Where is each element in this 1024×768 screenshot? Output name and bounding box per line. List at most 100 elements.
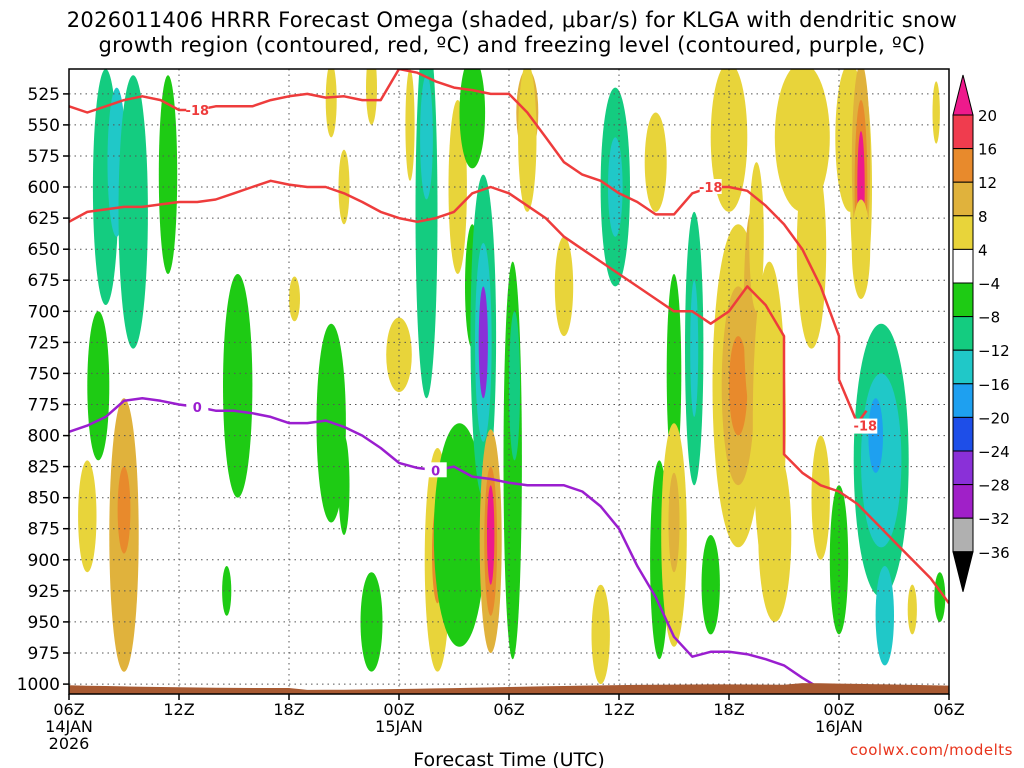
omega-cell-38 (591, 584, 610, 685)
colorbar-label-7: −12 (978, 342, 1010, 360)
y-tick-label-650: 650 (28, 240, 60, 260)
omega-cell-2 (118, 75, 148, 349)
x-tick-label-5: 12Z (603, 700, 634, 719)
omega-cell-45 (668, 472, 680, 573)
credit-link[interactable]: coolwx.com/modelts (850, 741, 1013, 759)
colorbar-swatch-12 (952, 517, 974, 553)
omega-cell-5 (78, 460, 97, 573)
colorbar-label-12: −32 (978, 510, 1010, 528)
omega-cell-70 (875, 566, 894, 666)
colorbar-top-arrow (952, 74, 974, 116)
y-tick-label-950: 950 (28, 613, 60, 633)
colorbar-label-10: −24 (978, 443, 1010, 461)
y-tick-label-1000: 1000 (17, 675, 60, 695)
colorbar-swatch-0 (952, 114, 974, 150)
x-tick-label-8: 06Z (933, 700, 964, 719)
colorbar-swatch-2 (952, 181, 974, 217)
omega-cell-48 (701, 535, 720, 635)
omega-cell-73 (932, 81, 940, 144)
y-tick-label-825: 825 (28, 458, 60, 478)
omega-cell-72 (934, 572, 946, 622)
omega-cell-7 (117, 466, 131, 554)
x-tick-date-3: 15JAN (375, 717, 423, 736)
colorbar-label-0: 20 (978, 107, 997, 125)
terrain-surface (69, 683, 949, 694)
dgz-top-contour-label-bg-0 (186, 102, 209, 117)
omega-cell-69 (868, 398, 883, 473)
colorbar-label-6: −8 (978, 309, 1000, 327)
omega-cell-25 (459, 69, 486, 169)
colorbar-label-13: −36 (978, 544, 1010, 562)
omega-cell-59 (811, 435, 830, 560)
omega-cell-52 (729, 336, 748, 436)
colorbar-swatch-9 (952, 416, 974, 452)
freezing-level-contour-label-0: 0 (193, 401, 202, 416)
colorbar-swatch-5 (952, 282, 974, 318)
omega-cell-9 (222, 566, 232, 616)
omega-cell-41 (644, 112, 667, 212)
omega-cell-34 (509, 311, 520, 461)
freezing-level-contour-label-1: 0 (431, 464, 440, 479)
x-tick-label-6: 18Z (713, 700, 744, 719)
y-tick-label-875: 875 (28, 520, 60, 540)
y-tick-label-850: 850 (28, 489, 60, 509)
freezing-level-contour-label-bg-1 (424, 462, 447, 478)
x-tick-label-7: 00Z (823, 700, 854, 719)
omega-cell-36 (518, 69, 537, 212)
colorbar-swatch-8 (952, 383, 974, 418)
colorbar-label-3: 8 (978, 208, 988, 226)
y-tick-label-800: 800 (28, 427, 60, 447)
dgz-extra-label: -18 (854, 420, 878, 435)
x-tick-year-0: 2026 (49, 734, 90, 753)
title-line-2: growth region (contoured, red, ºC) and f… (98, 33, 926, 57)
freezing-level-contour-label-bg-0 (186, 399, 209, 414)
colorbar-label-2: 12 (978, 174, 997, 192)
omega-cell-32 (487, 485, 495, 585)
omega-cell-8 (223, 274, 253, 498)
y-tick-label-575: 575 (28, 147, 60, 167)
y-tick-label-675: 675 (28, 271, 60, 291)
colorbar-swatch-11 (952, 484, 974, 519)
x-tick-label-1: 12Z (163, 700, 194, 719)
colorbar-label-1: 16 (978, 141, 997, 159)
y-tick-label-925: 925 (28, 582, 60, 602)
x-tick-label-3: 00Z (383, 700, 414, 719)
omega-cell-24 (433, 423, 486, 647)
omega-cell-10 (289, 276, 300, 322)
omega-cell-20 (420, 75, 433, 200)
dgz-top-contour-label-bg-1 (699, 179, 722, 194)
x-tick-label-2: 18Z (273, 700, 304, 719)
colorbar-label-5: −4 (978, 275, 1000, 293)
title-line-1: 2026011406 HRRR Forecast Omega (shaded, … (66, 8, 958, 32)
y-tick-label-600: 600 (28, 178, 60, 198)
colorbar-swatch-7 (952, 349, 974, 385)
x-tick-date-0: 14JAN (45, 717, 93, 736)
colorbar-label-11: −28 (978, 477, 1010, 495)
y-tick-label-700: 700 (28, 302, 60, 322)
plot-area: -18 -18 0 0 -18 (68, 68, 950, 695)
colorbar-swatch-10 (952, 450, 974, 486)
y-tick-label-525: 525 (28, 85, 60, 105)
colorbar-swatch-3 (952, 215, 974, 250)
y-tick-label-900: 900 (28, 551, 60, 571)
omega-cell-71 (907, 584, 917, 635)
y-tick-label-975: 975 (28, 644, 60, 664)
x-axis-title: Forecast Time (UTC) (413, 749, 604, 768)
omega-cell-54 (749, 162, 764, 312)
colorbar-swatch-4 (952, 248, 974, 284)
y-tick-label-550: 550 (28, 116, 60, 136)
omega-cell-16 (366, 69, 377, 125)
omega-cell-56 (758, 448, 792, 622)
omega-cell-68 (861, 373, 902, 548)
colorbar-bottom-arrow (952, 551, 974, 592)
y-tick-label-625: 625 (28, 209, 60, 229)
y-tick-label-725: 725 (28, 333, 60, 353)
x-tick-label-4: 06Z (493, 700, 524, 719)
colorbar-label-9: −20 (978, 409, 1010, 427)
omega-cell-37 (554, 236, 574, 337)
dgz-top-contour-label-0: -18 (186, 104, 210, 119)
y-tick-label-750: 750 (28, 364, 60, 384)
omega-cell-47 (690, 280, 699, 417)
omega-cell-40 (608, 137, 623, 237)
